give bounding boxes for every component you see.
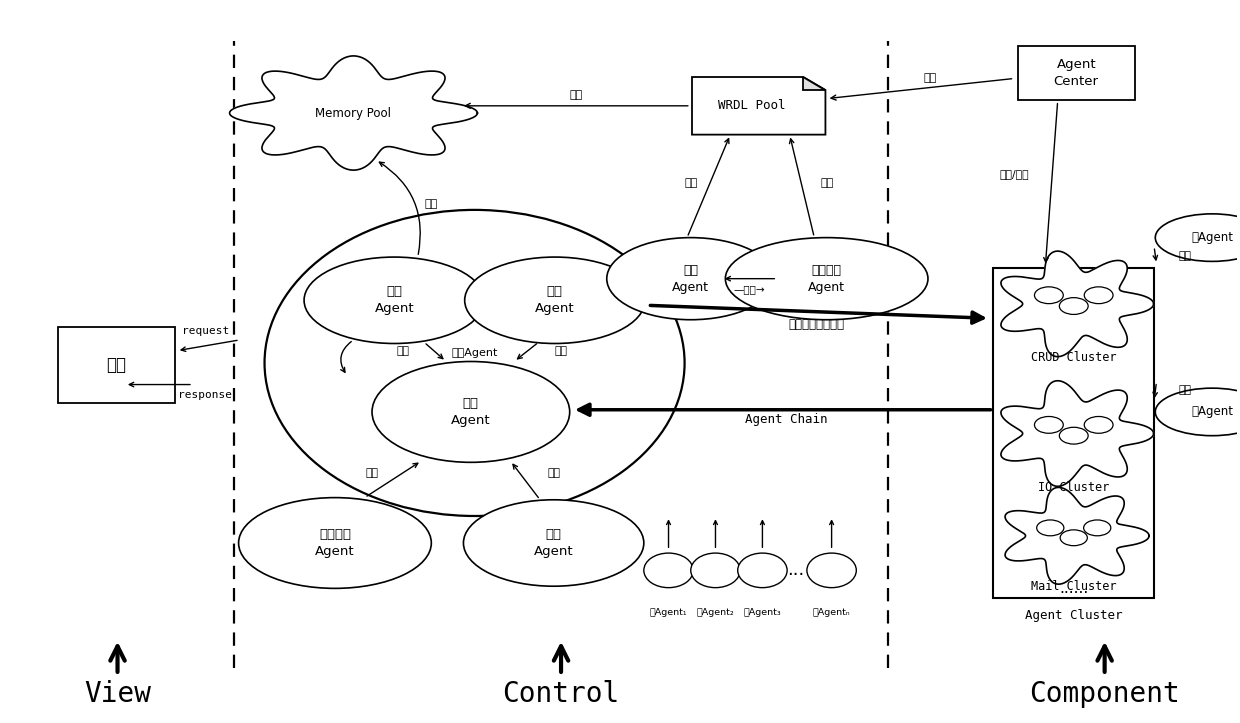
Polygon shape	[804, 77, 826, 90]
Text: Memory Pool: Memory Pool	[315, 106, 392, 119]
Text: 查找、筛选、组装: 查找、筛选、组装	[789, 317, 844, 330]
Ellipse shape	[464, 500, 644, 586]
Text: 注册: 注册	[1178, 251, 1192, 260]
Text: 通知: 通知	[554, 346, 568, 356]
Text: request: request	[181, 325, 229, 335]
Text: 元Agent: 元Agent	[1192, 231, 1233, 244]
Text: CRUD Cluster: CRUD Cluster	[1030, 351, 1116, 364]
Ellipse shape	[807, 553, 857, 588]
Text: 调度
Agent: 调度 Agent	[534, 286, 574, 315]
Text: 更新: 更新	[924, 74, 937, 83]
FancyBboxPatch shape	[57, 328, 175, 403]
Ellipse shape	[644, 553, 693, 588]
Text: 前端: 前端	[107, 356, 126, 374]
Text: 元Agent₁: 元Agent₁	[650, 607, 687, 617]
Text: IO Cluster: IO Cluster	[1038, 481, 1110, 494]
Text: Component: Component	[1029, 680, 1180, 709]
Polygon shape	[1001, 251, 1153, 356]
Text: response: response	[179, 390, 232, 401]
Text: 元Agent₃: 元Agent₃	[744, 607, 781, 617]
Text: WRDL Pool: WRDL Pool	[718, 99, 785, 112]
Text: Control: Control	[502, 680, 620, 709]
Polygon shape	[692, 77, 826, 134]
Text: ...: ...	[787, 561, 805, 579]
Ellipse shape	[304, 257, 485, 343]
Text: 决策Agent: 决策Agent	[451, 348, 497, 358]
Text: —通知→: —通知→	[733, 284, 765, 294]
Text: 废弃: 废弃	[1178, 385, 1192, 395]
Text: 存储: 存储	[569, 90, 583, 100]
Text: 监听
Agent: 监听 Agent	[672, 264, 709, 294]
Text: View: View	[84, 680, 151, 709]
FancyBboxPatch shape	[1018, 46, 1135, 100]
Text: Agent Cluster: Agent Cluster	[1025, 609, 1122, 623]
Text: 元Agent₂: 元Agent₂	[697, 607, 734, 617]
Ellipse shape	[238, 497, 432, 589]
Text: Agent
Center: Agent Center	[1054, 59, 1099, 88]
Text: 元Agent: 元Agent	[1192, 406, 1233, 419]
Text: 登记/注销: 登记/注销	[999, 169, 1029, 179]
Ellipse shape	[691, 553, 740, 588]
Ellipse shape	[465, 257, 645, 343]
Polygon shape	[1006, 487, 1149, 584]
Text: 通知: 通知	[397, 346, 409, 356]
Text: 查询: 查询	[424, 200, 438, 210]
Polygon shape	[229, 56, 477, 170]
Text: 监测
Agent: 监测 Agent	[533, 528, 573, 558]
Ellipse shape	[1156, 388, 1240, 436]
Text: 元Agentₙ: 元Agentₙ	[812, 607, 851, 617]
Ellipse shape	[372, 362, 569, 462]
Text: 执行
Agent: 执行 Agent	[451, 397, 491, 427]
Ellipse shape	[1156, 214, 1240, 262]
FancyBboxPatch shape	[993, 268, 1154, 598]
Text: Agent Chain: Agent Chain	[745, 413, 827, 426]
Text: 语义理解
Agent: 语义理解 Agent	[808, 264, 846, 294]
Text: 异常处理
Agent: 异常处理 Agent	[315, 528, 355, 558]
Text: Mail Cluster: Mail Cluster	[1030, 580, 1116, 593]
Ellipse shape	[606, 238, 775, 320]
Text: ......: ......	[1059, 581, 1089, 596]
Ellipse shape	[738, 553, 787, 588]
Text: 解析: 解析	[820, 178, 833, 188]
Text: 路由
Agent: 路由 Agent	[374, 286, 414, 315]
Polygon shape	[1001, 381, 1153, 487]
Ellipse shape	[725, 238, 928, 320]
Text: 监视: 监视	[366, 468, 378, 478]
Text: 监听: 监听	[684, 178, 697, 188]
Text: 监视: 监视	[547, 468, 560, 478]
